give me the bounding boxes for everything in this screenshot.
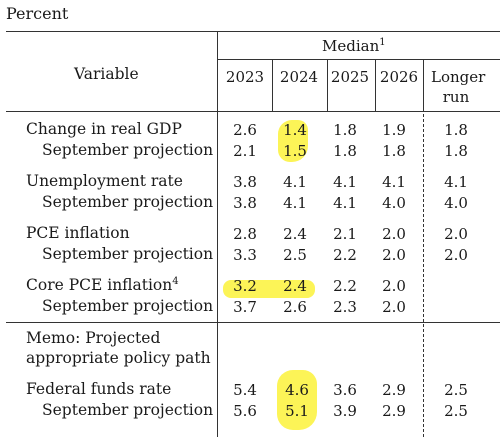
cell-core-pce-2024: 2.4 <box>283 277 307 295</box>
cell-core-pce-2026: 2.0 <box>382 277 406 295</box>
median-underline <box>217 59 500 60</box>
core-pce-label-text: Core PCE inflation <box>26 276 173 294</box>
row-label-unemployment-sep: September projection <box>42 193 214 211</box>
row-label-fed-funds-sep: September projection <box>42 401 214 419</box>
cell-fed-funds-sep-2024: 5.1 <box>285 402 309 420</box>
row-label-unemployment: Unemployment rate <box>26 172 183 190</box>
cell-gdp-2025: 1.8 <box>333 121 357 139</box>
cell-core-pce-sep-2025: 2.3 <box>333 298 357 316</box>
cell-unemp-2023: 3.8 <box>233 173 257 191</box>
variable-header: Variable <box>74 65 139 83</box>
cell-core-pce-sep-2026: 2.0 <box>382 298 406 316</box>
cell-core-pce-2023: 3.2 <box>233 277 257 295</box>
median-header: Median1 <box>322 37 386 55</box>
cell-unemp-longer-run: 4.1 <box>444 173 468 191</box>
cell-gdp-2024: 1.4 <box>283 121 307 139</box>
row-label-gdp-sep: September projection <box>42 141 214 159</box>
row-label-pce: PCE inflation <box>26 224 130 242</box>
cell-fed-funds-2024: 4.6 <box>285 381 309 399</box>
cell-pce-longer-run: 2.0 <box>444 225 468 243</box>
row-label-core-pce: Core PCE inflation4 <box>26 276 179 294</box>
cell-gdp-sep-2024: 1.5 <box>283 142 307 160</box>
cell-gdp-longer-run: 1.8 <box>444 121 468 139</box>
memo-line-1: Memo: Projected <box>26 329 161 347</box>
memo-divider-rule <box>6 322 500 323</box>
year-col-rule-2 <box>327 59 328 111</box>
cell-gdp-sep-longer-run: 1.8 <box>444 142 468 160</box>
cell-fed-funds-sep-2025: 3.9 <box>333 402 357 420</box>
cell-pce-2024: 2.4 <box>283 225 307 243</box>
cell-unemp-sep-2024: 4.1 <box>283 194 307 212</box>
row-label-core-pce-sep: September projection <box>42 297 214 315</box>
cell-gdp-sep-2023: 2.1 <box>233 142 257 160</box>
highlight-gdp-2024 <box>278 120 308 162</box>
highlight-fed-funds-2024 <box>277 370 317 430</box>
median-label: Median <box>322 37 380 55</box>
memo-line-2: appropriate policy path <box>26 349 211 367</box>
cell-gdp-sep-2025: 1.8 <box>333 142 357 160</box>
year-header-2025: 2025 <box>330 68 370 86</box>
cell-gdp-2023: 2.6 <box>233 121 257 139</box>
cell-pce-sep-2025: 2.2 <box>333 246 357 264</box>
cell-unemp-sep-2026: 4.0 <box>382 194 406 212</box>
cell-pce-sep-2024: 2.5 <box>283 246 307 264</box>
unit-label: Percent <box>6 4 69 23</box>
cell-core-pce-sep-2024: 2.6 <box>283 298 307 316</box>
cell-pce-sep-longer-run: 2.0 <box>444 246 468 264</box>
header-bottom-rule <box>6 111 500 112</box>
label-column-rule <box>217 31 218 437</box>
longer-run-header-line1: Longer <box>431 68 486 86</box>
cell-core-pce-sep-2023: 3.7 <box>233 298 257 316</box>
cell-fed-funds-2026: 2.9 <box>382 381 406 399</box>
year-col-rule-3 <box>375 59 376 111</box>
cell-fed-funds-2023: 5.4 <box>233 381 257 399</box>
year-col-rule-1 <box>272 59 273 111</box>
year-header-2023: 2023 <box>225 68 265 86</box>
cell-gdp-sep-2026: 1.8 <box>382 142 406 160</box>
year-header-2026: 2026 <box>379 68 419 86</box>
year-col-rule-4 <box>423 59 424 111</box>
cell-unemp-2024: 4.1 <box>283 173 307 191</box>
cell-unemp-2025: 4.1 <box>333 173 357 191</box>
cell-fed-funds-sep-2026: 2.9 <box>382 402 406 420</box>
cell-fed-funds-sep-longer-run: 2.5 <box>444 402 468 420</box>
cell-fed-funds-longer-run: 2.5 <box>444 381 468 399</box>
cell-pce-sep-2026: 2.0 <box>382 246 406 264</box>
median-footnote: 1 <box>379 37 386 48</box>
highlight-core-pce <box>223 280 315 298</box>
year-header-2024: 2024 <box>279 68 319 86</box>
cell-unemp-2026: 4.1 <box>382 173 406 191</box>
cell-pce-2025: 2.1 <box>333 225 357 243</box>
row-label-gdp: Change in real GDP <box>26 120 182 138</box>
cell-pce-2023: 2.8 <box>233 225 257 243</box>
table-top-rule <box>6 31 500 32</box>
longer-run-header-line2: run <box>442 88 470 106</box>
cell-fed-funds-sep-2023: 5.6 <box>233 402 257 420</box>
core-pce-footnote: 4 <box>172 275 179 287</box>
row-label-pce-sep: September projection <box>42 245 214 263</box>
longer-run-dashed-rule <box>423 114 424 437</box>
cell-fed-funds-2025: 3.6 <box>333 381 357 399</box>
cell-unemp-sep-2023: 3.8 <box>233 194 257 212</box>
cell-unemp-sep-longer-run: 4.0 <box>444 194 468 212</box>
cell-pce-2026: 2.0 <box>382 225 406 243</box>
cell-unemp-sep-2025: 4.1 <box>333 194 357 212</box>
cell-pce-sep-2023: 3.3 <box>233 246 257 264</box>
row-label-fed-funds: Federal funds rate <box>26 380 172 398</box>
cell-core-pce-2025: 2.2 <box>333 277 357 295</box>
cell-gdp-2026: 1.9 <box>382 121 406 139</box>
